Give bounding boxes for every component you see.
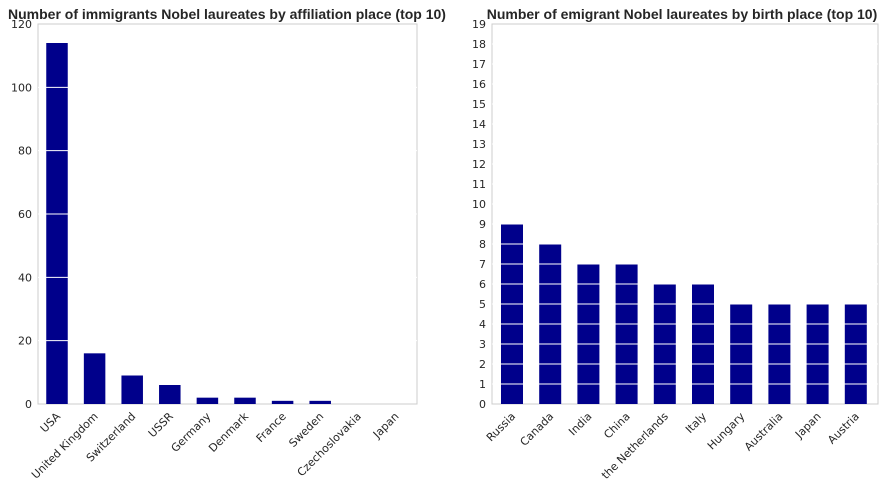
bar-france: [271, 400, 294, 404]
bar-group: [501, 224, 867, 404]
y-tick-label: 8: [479, 238, 486, 251]
y-tick-label: 13: [472, 138, 486, 151]
x-tick-label: Austria: [825, 410, 862, 447]
x-tick-label: Australia: [742, 410, 786, 454]
y-tick-label: 6: [479, 278, 486, 291]
x-tick-label: USA: [38, 410, 64, 436]
y-tick-label: 11: [472, 178, 486, 191]
y-tick-label: 1: [479, 378, 486, 391]
y-tick-label: 16: [472, 78, 486, 91]
x-tick-label: Canada: [518, 410, 557, 449]
y-tick-label: 80: [18, 145, 32, 158]
y-tick-label: 12: [472, 158, 486, 171]
bar-denmark: [234, 397, 256, 404]
y-tick-label: 19: [472, 18, 486, 31]
plot-frame: [491, 23, 879, 405]
chart-title: Number of immigrants Nobel laureates by …: [8, 6, 446, 22]
bar-united-kingdom: [83, 353, 106, 404]
x-tick-label: Czechoslovakia: [295, 410, 364, 479]
x-tick-label: Denmark: [206, 409, 251, 454]
x-tick-label: Russia: [484, 410, 518, 444]
bar-germany: [196, 397, 219, 404]
x-tick-label: France: [254, 410, 289, 445]
bar-ussr: [159, 385, 181, 404]
x-tick-label: Hungary: [705, 410, 748, 453]
y-tick-label: 15: [472, 98, 486, 111]
bar-australia: [768, 304, 791, 404]
bar-sweden: [309, 400, 331, 404]
y-tick-label: 14: [472, 118, 486, 131]
x-tick-label: Japan: [792, 410, 824, 442]
bar-group: [46, 43, 331, 404]
x-tick-label: China: [601, 410, 632, 441]
bar-china: [615, 264, 638, 404]
x-tick-label: United Kingdom: [29, 410, 101, 482]
bar-japan: [806, 304, 829, 404]
y-tick-label: 5: [479, 298, 486, 311]
y-tick-label: 0: [25, 398, 32, 411]
y-tick-label: 3: [479, 338, 486, 351]
chart-title: Number of emigrant Nobel laureates by bi…: [487, 6, 878, 22]
bar-switzerland: [121, 375, 143, 404]
x-tick-label: Japan: [370, 410, 402, 442]
bar-austria: [844, 304, 867, 404]
x-tick-label: Italy: [683, 410, 709, 436]
x-tick-label: Germany: [169, 410, 214, 455]
bar-hungary: [730, 304, 753, 404]
y-tick-label: 60: [18, 208, 32, 221]
y-tick-label: 120: [11, 18, 32, 31]
x-tick-label: USSR: [146, 410, 176, 440]
bar-russia: [501, 224, 523, 404]
bar-india: [577, 264, 600, 404]
y-tick-label: 9: [479, 218, 486, 231]
chart-emigrants-by-birthplace: Number of emigrant Nobel laureates by bi…: [472, 6, 879, 482]
y-tick-label: 7: [479, 258, 486, 271]
y-tick-label: 18: [472, 38, 486, 51]
y-tick-label: 10: [472, 198, 486, 211]
x-tick-label: India: [566, 410, 594, 438]
y-tick-label: 17: [472, 58, 486, 71]
y-tick-label: 40: [18, 271, 32, 284]
chart-immigrants-by-affiliation: Number of immigrants Nobel laureates by …: [8, 6, 446, 482]
grid-lines: [492, 43, 878, 385]
y-tick-label: 0: [479, 398, 486, 411]
x-tick-label: the Netherlands: [599, 410, 671, 482]
y-tick-label: 4: [479, 318, 486, 331]
y-tick-label: 2: [479, 358, 486, 371]
y-tick-label: 100: [11, 81, 32, 94]
y-axis-ticks: 0 20 40 60 80 100 120: [11, 18, 32, 411]
bar-usa: [46, 43, 68, 404]
y-tick-label: 20: [18, 335, 32, 348]
grid-lines: [38, 86, 417, 342]
